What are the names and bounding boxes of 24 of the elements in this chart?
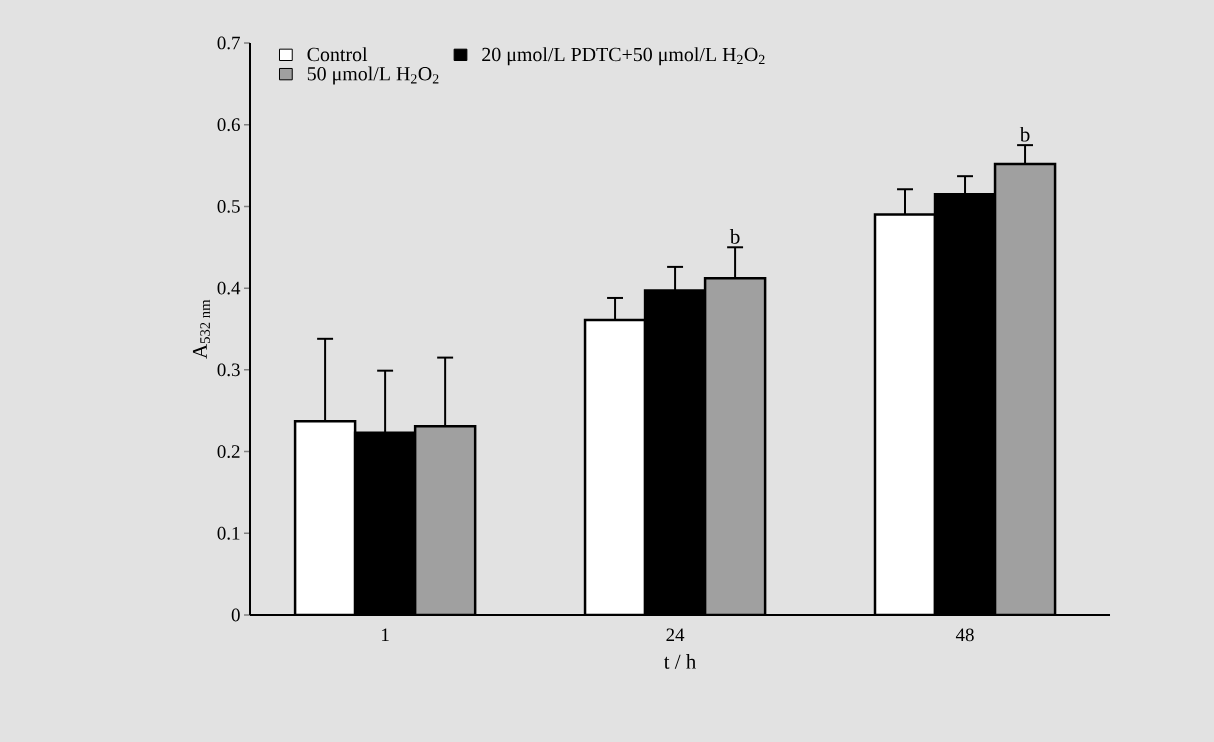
y-tick-label: 0.7 [217, 36, 240, 50]
y-tick-label: 0.2 [217, 445, 240, 458]
y-tick-label: 0 [231, 608, 240, 622]
x-tick-label: 48 [955, 628, 974, 642]
bar [583, 318, 647, 615]
legend-label: 50 μmol/L H$_{2}$O$_{2}$ [307, 66, 439, 85]
y-tick-label: 0.5 [217, 200, 240, 213]
x-tick-label: 24 [666, 628, 685, 642]
legend-label: 20 μmol/L PDTC+50 μmol/L H$_{2}$O$_{2}$ [482, 47, 765, 66]
x-tick-label: 1 [382, 628, 389, 641]
bar [703, 277, 767, 615]
annotation: b [729, 229, 740, 244]
bar [873, 213, 937, 615]
y-axis-title: A$_{532 nm}$ [192, 299, 210, 359]
y-tick-label: 0.4 [217, 281, 241, 295]
bar [293, 420, 357, 615]
bar [413, 424, 477, 615]
bar [993, 162, 1057, 615]
legend-label: Control [307, 47, 368, 62]
y-tick-label: 0.1 [217, 526, 240, 540]
x-axis-title: t / h [663, 654, 697, 669]
y-tick-label: 0.3 [217, 363, 240, 377]
y-tick-label: 0.6 [217, 118, 240, 132]
annotation: b [1019, 126, 1030, 142]
